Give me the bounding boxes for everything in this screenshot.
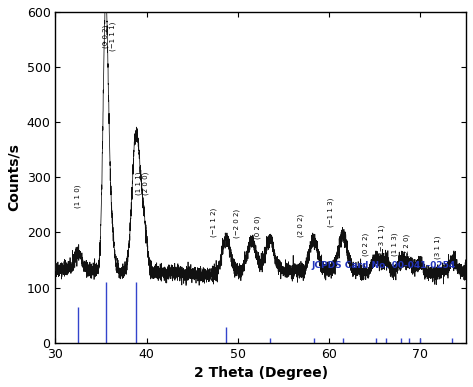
Text: (0 2 2): (0 2 2) (362, 232, 369, 255)
Text: (1 1 1)
(2 0 0): (1 1 1) (2 0 0) (135, 171, 149, 195)
X-axis label: 2 Theta (Degree): 2 Theta (Degree) (193, 366, 328, 380)
Text: (2 0 2): (2 0 2) (298, 214, 304, 237)
Text: (0 0 2)
(−1 1 1): (0 0 2) (−1 1 1) (102, 21, 116, 51)
Text: (3 1 1): (3 1 1) (435, 235, 441, 259)
Text: (−2 0 2): (−2 0 2) (234, 209, 240, 238)
Y-axis label: Counts/s: Counts/s (7, 143, 21, 211)
Text: (2 2 0): (2 2 0) (403, 234, 410, 257)
Text: JCPDS Card No. 00-041-0254: JCPDS Card No. 00-041-0254 (312, 261, 456, 270)
Text: (−1 1 3): (−1 1 3) (328, 197, 334, 227)
Text: (1 1 0): (1 1 0) (75, 184, 81, 207)
Text: (1 1 3): (1 1 3) (392, 233, 398, 256)
Text: (−3 1 1): (−3 1 1) (379, 225, 385, 255)
Text: (0 2 0): (0 2 0) (255, 216, 261, 239)
Text: (−1 1 2): (−1 1 2) (210, 207, 217, 237)
